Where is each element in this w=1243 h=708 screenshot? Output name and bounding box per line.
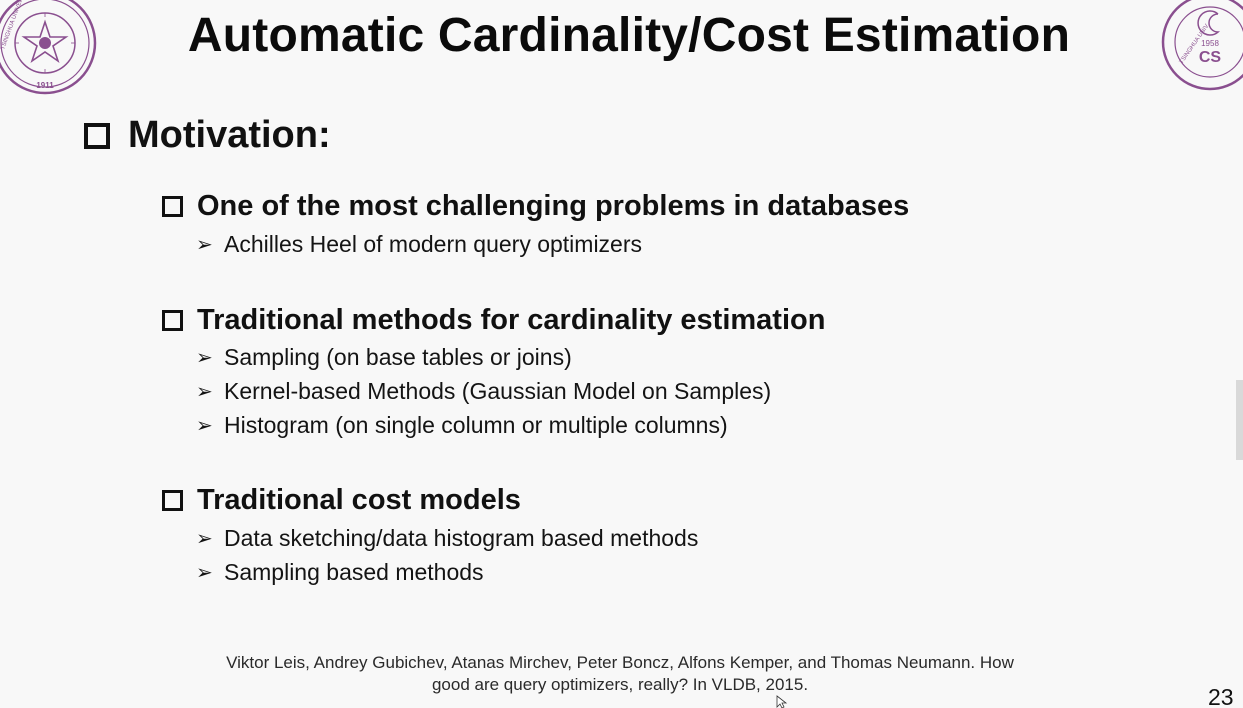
list-item: ➢ Data sketching/data histogram based me… bbox=[196, 525, 698, 552]
list-item-text: Data sketching/data histogram based meth… bbox=[224, 525, 699, 551]
group-heading: Traditional methods for cardinality esti… bbox=[162, 304, 825, 337]
list-item-text: Kernel-based Methods (Gaussian Model on … bbox=[224, 378, 772, 404]
seal-year: 1911 bbox=[36, 81, 54, 90]
arrow-bullet-icon: ➢ bbox=[196, 415, 213, 437]
list-item: ➢ Histogram (on single column or multipl… bbox=[196, 412, 728, 439]
group-heading: Traditional cost models bbox=[162, 484, 521, 517]
list-item: ➢ Kernel-based Methods (Gaussian Model o… bbox=[196, 378, 771, 405]
citation-line: good are query optimizers, really? In VL… bbox=[431, 675, 809, 694]
dept-year: 1958 bbox=[1201, 39, 1219, 48]
list-item: ➢ Achilles Heel of modern query optimize… bbox=[196, 231, 642, 258]
svg-text:CS: CS bbox=[1199, 49, 1222, 66]
arrow-bullet-icon: ➢ bbox=[196, 381, 213, 403]
arrow-bullet-icon: ➢ bbox=[196, 562, 213, 584]
page-number: 23 bbox=[1208, 684, 1234, 708]
group-heading: One of the most challenging problems in … bbox=[162, 190, 909, 223]
citation-line: Viktor Leis, Andrey Gubichev, Atanas Mir… bbox=[226, 653, 1014, 672]
window-edge-handle[interactable] bbox=[1236, 380, 1243, 460]
square-bullet-icon bbox=[162, 490, 183, 511]
list-item-text: Achilles Heel of modern query optimizers bbox=[224, 231, 643, 257]
list-item: ➢ Sampling (on base tables or joins) bbox=[196, 344, 572, 371]
square-bullet-icon bbox=[84, 122, 110, 149]
arrow-bullet-icon: ➢ bbox=[196, 347, 213, 369]
tsinghua-cs-department-logo-icon: 1958 CS TSINGHUA UNIV bbox=[1161, 0, 1243, 91]
list-item: ➢ Sampling based methods bbox=[196, 559, 484, 586]
arrow-bullet-icon: ➢ bbox=[196, 234, 213, 256]
group-heading-text: One of the most challenging problems in … bbox=[197, 190, 910, 222]
mouse-cursor-icon bbox=[776, 695, 788, 708]
arrow-bullet-icon: ➢ bbox=[196, 528, 213, 550]
group-heading-text: Traditional methods for cardinality esti… bbox=[197, 304, 826, 336]
list-item-text: Sampling based methods bbox=[224, 559, 484, 585]
section-heading-text: Motivation: bbox=[128, 114, 331, 156]
square-bullet-icon bbox=[162, 310, 183, 331]
section-heading: Motivation: bbox=[84, 114, 331, 157]
group-heading-text: Traditional cost models bbox=[197, 484, 521, 516]
list-item-text: Sampling (on base tables or joins) bbox=[224, 344, 572, 370]
square-bullet-icon bbox=[162, 196, 183, 217]
slide-title: Automatic Cardinality/Cost Estimation bbox=[187, 9, 1071, 62]
citation: Viktor Leis, Andrey Gubichev, Atanas Mir… bbox=[150, 652, 1090, 696]
tsinghua-university-seal-icon: 1911 TSINGHUA UNIVERSITY bbox=[0, 0, 97, 95]
list-item-text: Histogram (on single column or multiple … bbox=[224, 412, 728, 438]
